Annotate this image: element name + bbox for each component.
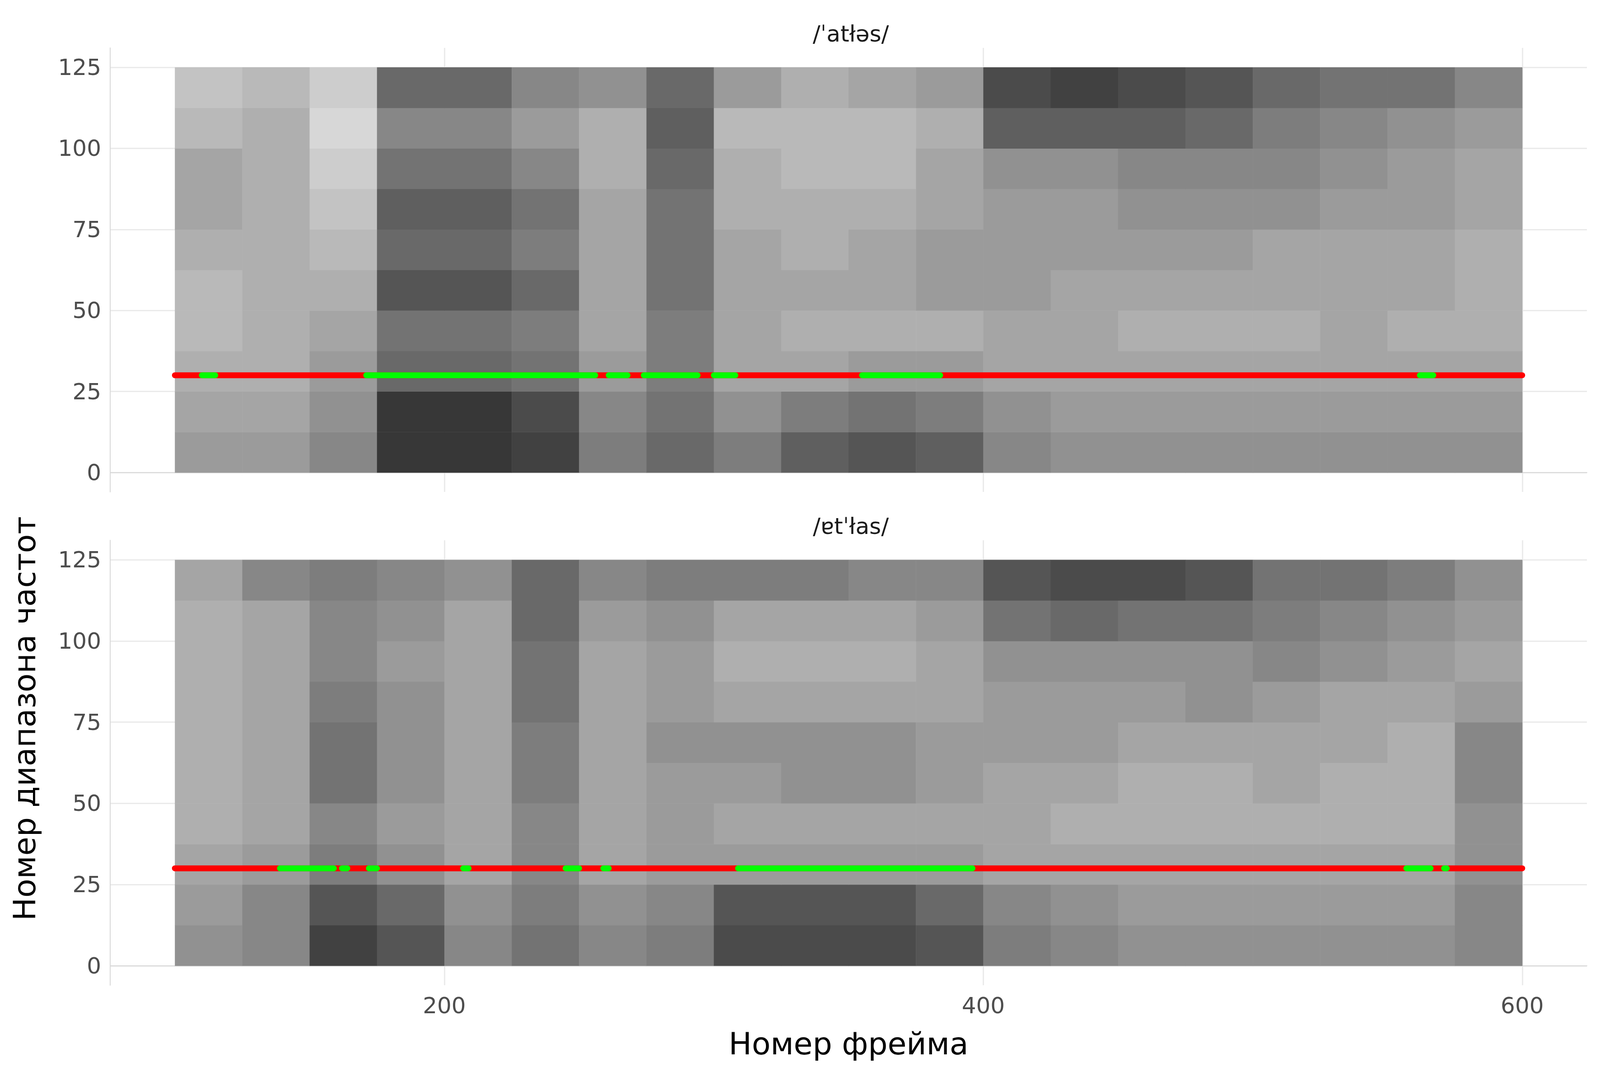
svg-text:Номер диапазона частот: Номер диапазона частот (6, 516, 43, 921)
svg-text:125: 125 (58, 546, 102, 573)
svg-text:75: 75 (72, 216, 102, 243)
svg-text:25: 25 (72, 378, 102, 405)
svg-text:50: 50 (72, 789, 102, 817)
svg-text:0: 0 (86, 952, 102, 979)
svg-text:100: 100 (58, 627, 102, 654)
svg-text:100: 100 (58, 135, 102, 162)
svg-text:600: 600 (1500, 992, 1544, 1019)
svg-text:125: 125 (58, 54, 102, 81)
svg-text:Номер фрейма: Номер фрейма (728, 1025, 969, 1062)
svg-text:/ɐtˈłas/: /ɐtˈłas/ (812, 513, 889, 540)
svg-text:/ˈatłəs/: /ˈatłəs/ (812, 20, 890, 47)
svg-text:400: 400 (961, 992, 1005, 1019)
svg-text:75: 75 (72, 709, 102, 736)
svg-text:200: 200 (422, 992, 466, 1019)
svg-text:25: 25 (72, 871, 102, 898)
svg-text:0: 0 (86, 459, 102, 486)
svg-text:50: 50 (72, 297, 102, 324)
